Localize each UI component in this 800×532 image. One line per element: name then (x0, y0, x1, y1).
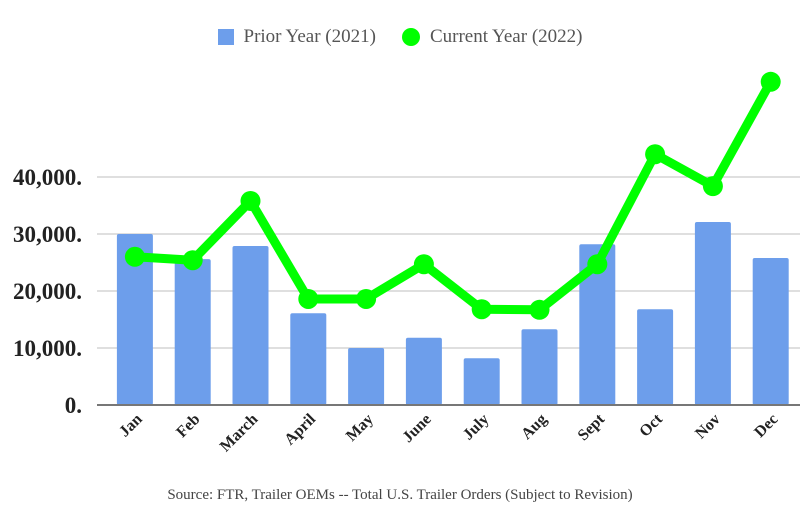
bar-aug (521, 329, 558, 405)
line-point-june (413, 254, 434, 275)
x-tick-label: Aug (518, 411, 550, 443)
y-tick-label: 10,000. (13, 336, 82, 361)
current-year-line (134, 79, 775, 315)
line-point-may (356, 288, 377, 309)
x-tick-label: March (217, 411, 262, 456)
x-tick-label: Nov (692, 411, 724, 443)
bar-nov (694, 222, 731, 405)
bar-feb (174, 259, 211, 405)
bar-march (232, 245, 269, 405)
chart-source: Source: FTR, Trailer OEMs -- Total U.S. … (167, 487, 633, 503)
line-point-aug (529, 299, 550, 320)
y-tick-label: 30,000. (13, 222, 82, 247)
x-tick-label: April (281, 410, 319, 448)
legend-label: Prior Year (2021) (243, 26, 376, 47)
bar-june (405, 337, 442, 405)
line-point-oct (645, 144, 666, 165)
line-point-march (240, 190, 261, 211)
bar-may (348, 348, 385, 405)
bar-sept (579, 244, 616, 405)
y-tick-label: 40,000. (13, 165, 82, 190)
x-tick-label: May (343, 411, 377, 445)
y-tick-label: 20,000. (13, 279, 82, 304)
legend-swatch-dot (401, 28, 420, 46)
x-tick-label: Oct (636, 410, 666, 440)
line-point-april (298, 288, 319, 309)
line-point-nov (702, 176, 723, 197)
legend: Prior Year (2021) Current Year (2022) (0, 26, 800, 48)
x-tick-label: July (460, 411, 493, 444)
legend-item-current-year[interactable]: Current Year (2022) (401, 26, 583, 48)
bar-oct (637, 309, 674, 405)
bar-jan (116, 234, 153, 405)
legend-label: Current Year (2022) (429, 26, 583, 47)
line-point-july (471, 299, 492, 320)
x-tick-label: Sept (575, 410, 609, 444)
line-point-feb (182, 250, 203, 271)
line-point-dec (760, 71, 781, 92)
x-tick-label: Jan (116, 411, 146, 441)
x-tick-label: Dec (751, 411, 781, 441)
line-point-jan (124, 246, 145, 267)
legend-swatch-bar (217, 29, 234, 45)
bar-july (463, 358, 500, 405)
legend-item-prior-year[interactable]: Prior Year (2021) (217, 26, 376, 48)
bar-dec (752, 257, 789, 405)
x-tick-label: June (399, 411, 434, 446)
bar-april (290, 313, 327, 405)
y-tick-label: 0. (65, 393, 82, 418)
line-point-sept (587, 254, 608, 275)
x-tick-label: Feb (173, 411, 203, 441)
